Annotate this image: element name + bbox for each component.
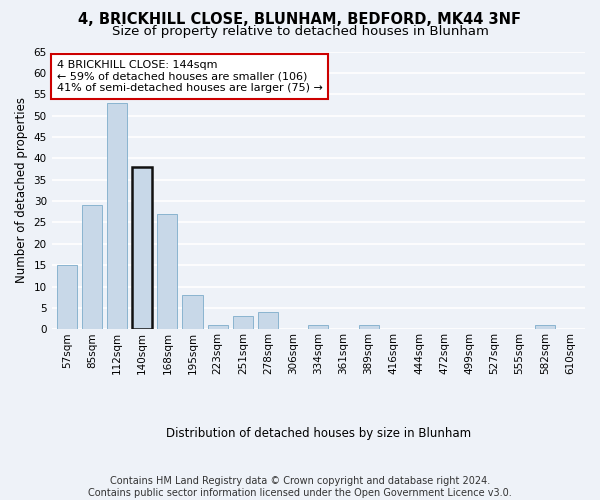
Bar (182, 295, 203, 330)
Bar (208, 325, 228, 330)
Bar (535, 325, 555, 330)
Bar (157, 214, 178, 330)
Bar (258, 312, 278, 330)
Text: Size of property relative to detached houses in Blunham: Size of property relative to detached ho… (112, 25, 488, 38)
Bar (359, 325, 379, 330)
Bar (107, 103, 127, 330)
X-axis label: Distribution of detached houses by size in Blunham: Distribution of detached houses by size … (166, 427, 471, 440)
Bar (233, 316, 253, 330)
Y-axis label: Number of detached properties: Number of detached properties (15, 98, 28, 284)
Text: 4 BRICKHILL CLOSE: 144sqm
← 59% of detached houses are smaller (106)
41% of semi: 4 BRICKHILL CLOSE: 144sqm ← 59% of detac… (57, 60, 323, 93)
Text: Contains HM Land Registry data © Crown copyright and database right 2024.
Contai: Contains HM Land Registry data © Crown c… (88, 476, 512, 498)
Text: 4, BRICKHILL CLOSE, BLUNHAM, BEDFORD, MK44 3NF: 4, BRICKHILL CLOSE, BLUNHAM, BEDFORD, MK… (79, 12, 521, 28)
Bar (308, 325, 328, 330)
Bar (82, 206, 102, 330)
Bar (56, 265, 77, 330)
Bar (132, 167, 152, 330)
